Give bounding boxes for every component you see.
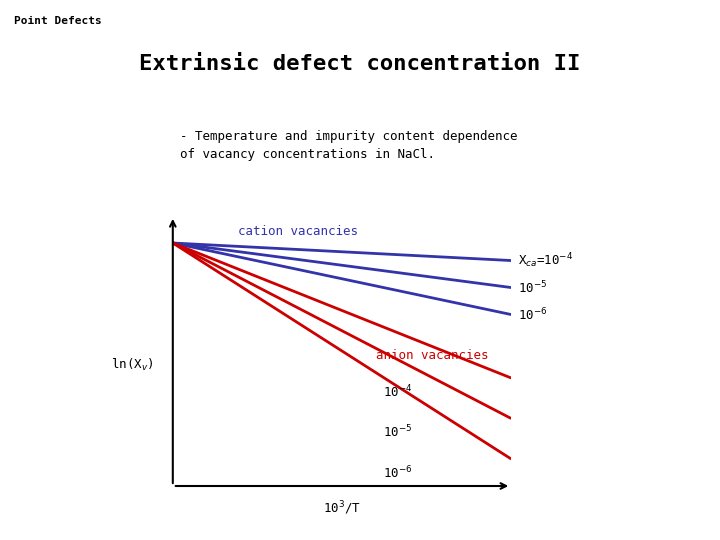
Text: 10$^{-5}$: 10$^{-5}$	[382, 424, 412, 441]
Text: anion vacancies: anion vacancies	[376, 348, 488, 362]
Text: 10$^{-6}$: 10$^{-6}$	[518, 306, 547, 323]
Text: Extrinsic defect concentration II: Extrinsic defect concentration II	[139, 54, 581, 74]
Text: Point Defects: Point Defects	[14, 16, 102, 26]
Text: cation vacancies: cation vacancies	[238, 225, 358, 238]
Text: - Temperature and impurity content dependence
of vacancy concentrations in NaCl.: - Temperature and impurity content depen…	[180, 130, 518, 160]
Text: 10$^{-5}$: 10$^{-5}$	[518, 279, 547, 296]
Text: 10$^3$/T: 10$^3$/T	[323, 500, 361, 517]
Text: ln(X$_v$): ln(X$_v$)	[111, 356, 153, 373]
Text: 10$^{-6}$: 10$^{-6}$	[382, 464, 412, 481]
Text: 10$^{-4}$: 10$^{-4}$	[382, 383, 412, 400]
Text: X$_{ca}$=10$^{-4}$: X$_{ca}$=10$^{-4}$	[518, 251, 573, 270]
